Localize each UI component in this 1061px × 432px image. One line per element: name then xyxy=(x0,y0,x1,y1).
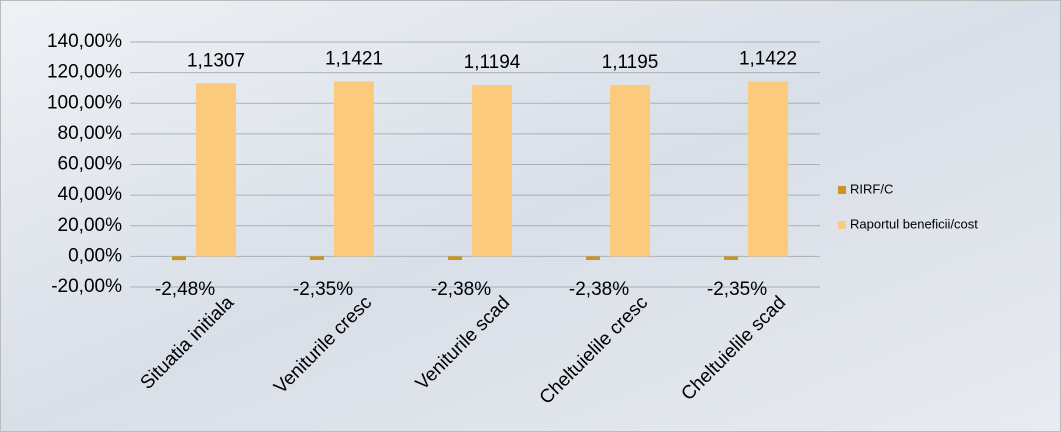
data-label: 1,1195 xyxy=(602,52,659,73)
data-label: 1,1194 xyxy=(464,52,521,73)
legend-label: RIRF/C xyxy=(850,181,893,196)
bar xyxy=(748,81,788,256)
data-label: -2,38% xyxy=(431,279,491,300)
data-label: 1,1422 xyxy=(739,48,797,69)
data-label: -2,35% xyxy=(707,279,767,300)
data-label: -2,48% xyxy=(155,279,215,300)
data-label: -2,38% xyxy=(569,279,629,300)
data-label: 1,1421 xyxy=(325,49,383,70)
legend-label: Raportul beneficii/cost xyxy=(850,216,978,231)
y-tick-label: 0,00% xyxy=(68,245,122,266)
bar xyxy=(724,256,738,260)
data-label: 1,1307 xyxy=(187,50,245,71)
y-tick-label: 20,00% xyxy=(58,215,123,236)
bar xyxy=(334,81,374,256)
bar xyxy=(586,256,600,260)
y-tick-label: 100,00% xyxy=(47,92,122,113)
bar xyxy=(196,83,236,256)
bar xyxy=(472,85,512,256)
bar xyxy=(448,256,462,260)
data-label: -2,35% xyxy=(293,279,353,300)
bar xyxy=(610,85,650,256)
bar xyxy=(310,256,324,260)
legend-swatch xyxy=(838,221,846,229)
y-tick-label: 40,00% xyxy=(58,184,123,205)
y-tick-label: 140,00% xyxy=(47,31,122,52)
y-tick-label: 120,00% xyxy=(47,62,122,83)
y-tick-label: 80,00% xyxy=(58,123,123,144)
y-tick-label: 60,00% xyxy=(58,154,123,175)
legend-swatch xyxy=(838,186,846,194)
chart: -20,00% 0,00% 20,00% 40,00% 60,00% 80,00% 100,… xyxy=(0,0,1061,432)
y-tick-label: -20,00% xyxy=(51,276,122,297)
bar xyxy=(172,256,186,260)
